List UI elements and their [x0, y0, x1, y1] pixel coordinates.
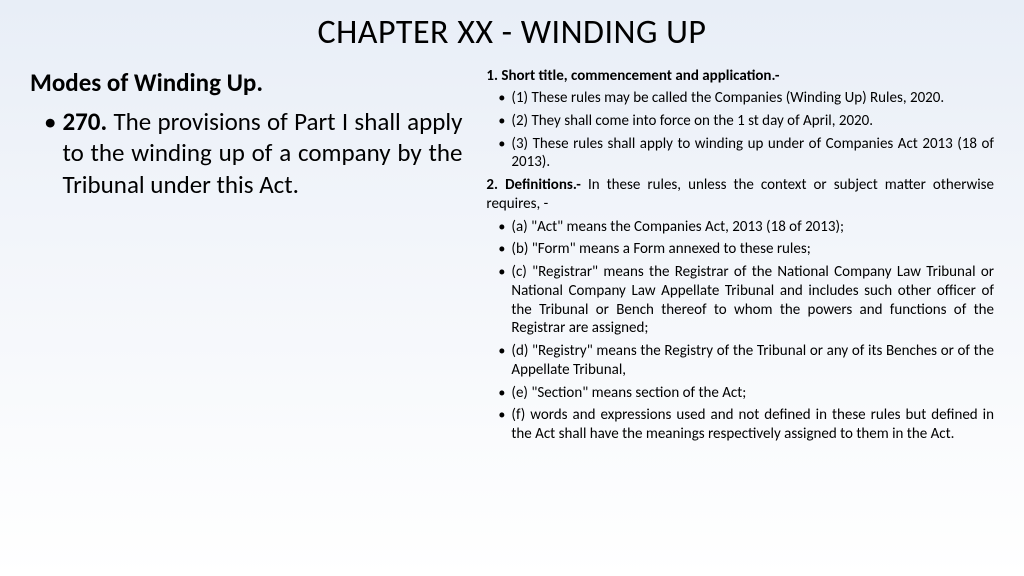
def-e: • (e) "Section" means section of the Act… — [486, 384, 994, 403]
bullet-icon: • — [498, 218, 505, 237]
bullet-icon: • — [498, 135, 505, 173]
bullet-icon: • — [498, 342, 505, 380]
bullet-icon: • — [498, 240, 505, 259]
rule-text: (d) "Registry" means the Registry of the… — [511, 342, 994, 380]
rule-1-2: • (2) They shall come into force on the … — [486, 112, 994, 131]
rule-1-heading: 1. Short title, commencement and applica… — [486, 67, 994, 85]
rule-text: (3) These rules shall apply to winding u… — [511, 135, 994, 173]
rule-text: (1) These rules may be called the Compan… — [511, 89, 994, 108]
def-f: • (f) words and expressions used and not… — [486, 406, 994, 444]
rule-1-3: • (3) These rules shall apply to winding… — [486, 135, 994, 173]
bullet-icon: • — [498, 384, 505, 403]
bullet-icon: • — [498, 263, 505, 338]
rule-text: (a) "Act" means the Companies Act, 2013 … — [511, 218, 994, 237]
def-d: • (d) "Registry" means the Registry of t… — [486, 342, 994, 380]
columns: Modes of Winding Up. • 270. The provisio… — [30, 67, 994, 448]
left-column: Modes of Winding Up. • 270. The provisio… — [30, 67, 462, 448]
left-item-text: 270. The provisions of Part I shall appl… — [62, 106, 462, 200]
rule-text: (2) They shall come into force on the 1 … — [511, 112, 994, 131]
def-b: • (b) "Form" means a Form annexed to the… — [486, 240, 994, 259]
left-heading: Modes of Winding Up. — [30, 67, 462, 98]
bullet-icon: • — [498, 112, 505, 131]
section-number: 270. — [62, 106, 107, 137]
rule-text: (b) "Form" means a Form annexed to these… — [511, 240, 994, 259]
rule-1-1: • (1) These rules may be called the Comp… — [486, 89, 994, 108]
left-section-270: • 270. The provisions of Part I shall ap… — [30, 106, 462, 200]
bullet-icon: • — [44, 106, 56, 200]
right-column: 1. Short title, commencement and applica… — [486, 67, 994, 448]
rule-text: (f) words and expressions used and not d… — [511, 406, 994, 444]
chapter-title: CHAPTER XX - WINDING UP — [30, 12, 994, 53]
bullet-icon: • — [498, 406, 505, 444]
def-lead: 2. Definitions.- — [486, 176, 580, 194]
rule-2-definitions: 2. Definitions.- In these rules, unless … — [486, 176, 994, 214]
rule-text: (e) "Section" means section of the Act; — [511, 384, 994, 403]
section-body: The provisions of Part I shall apply to … — [62, 106, 462, 200]
def-c: • (c) "Registrar" means the Registrar of… — [486, 263, 994, 338]
slide: CHAPTER XX - WINDING UP Modes of Winding… — [0, 0, 1024, 576]
def-a: • (a) "Act" means the Companies Act, 201… — [486, 218, 994, 237]
bullet-icon: • — [498, 89, 505, 108]
rule-text: (c) "Registrar" means the Registrar of t… — [511, 263, 994, 338]
